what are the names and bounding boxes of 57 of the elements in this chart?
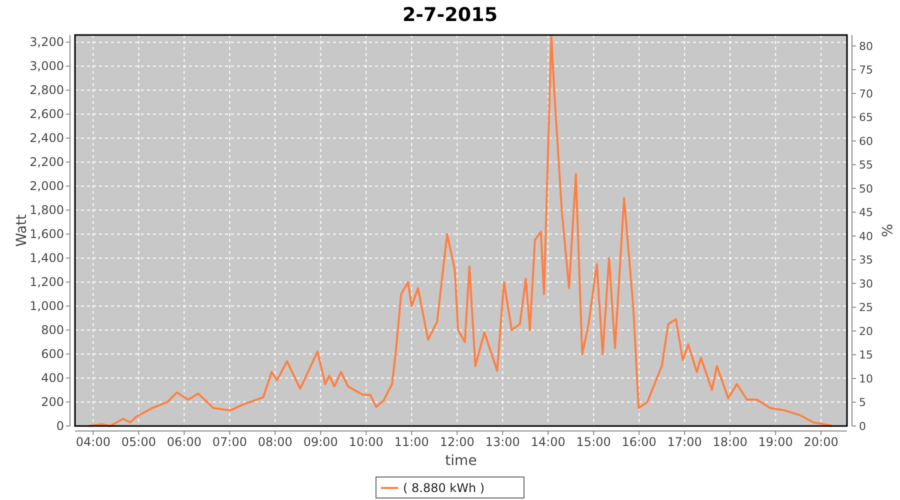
y2-tick-label: 15	[859, 348, 873, 362]
y-tick-label: 1,200	[30, 275, 64, 290]
x-tick-label: 07:00	[212, 435, 247, 449]
x-tick-label: 16:00	[622, 435, 656, 449]
y-tick-label: 600	[41, 347, 64, 362]
chart-title: 2-7-2015	[402, 4, 498, 26]
y2-tick-label: 40	[859, 230, 873, 243]
x-tick-label: 14:00	[530, 435, 566, 449]
line-series	[88, 35, 833, 427]
y2-tick-label: 35	[859, 254, 873, 267]
x-tick-label: 09:00	[303, 435, 338, 449]
x-tick-label: 12:00	[440, 435, 474, 449]
x-tick-label: 13:00	[485, 435, 520, 449]
y-tick-label: 2,400	[30, 131, 64, 146]
y2-tick-label: 10	[859, 372, 873, 386]
y2-tick-label: 30	[859, 277, 873, 290]
y-tick-label: 3,000	[30, 59, 64, 74]
x-tick-label: 20:00	[804, 435, 838, 449]
y-tick-label: 0	[56, 419, 64, 433]
y2-tick-label: 65	[859, 111, 873, 124]
y2-axis-title: %	[878, 224, 894, 238]
x-axis-title: time	[445, 453, 477, 469]
x-tick-label: 10:00	[348, 435, 384, 449]
y-tick-label: 200	[41, 395, 64, 410]
y2-tick-label: 20	[859, 324, 873, 338]
x-tick-label: 15:00	[576, 435, 611, 449]
y-tick-label: 1,000	[30, 299, 64, 314]
y2-tick-label: 45	[859, 206, 873, 220]
y-tick-label: 800	[41, 323, 64, 338]
x-tick-label: 17:00	[667, 435, 702, 449]
y-tick-label: 1,800	[30, 203, 64, 218]
y-tick-label: 2,800	[30, 83, 64, 98]
y-tick-label: 2,200	[30, 155, 64, 170]
y-tick-label: 3,200	[30, 35, 64, 50]
x-tick-label: 11:00	[394, 435, 429, 449]
y2-tick-label: 80	[859, 40, 873, 53]
y2-tick-label: 70	[859, 87, 873, 100]
y-axis-title: Watt	[14, 214, 30, 247]
y2-tick-label: 60	[859, 134, 873, 148]
legend-label: ( 8.880 kWh )	[403, 481, 485, 495]
y2-tick-label: 75	[859, 64, 873, 77]
x-tick-label: 18:00	[712, 435, 748, 449]
y2-tick-label: 5	[859, 396, 866, 410]
y-tick-label: 1,400	[30, 251, 64, 266]
y2-tick-label: 50	[859, 182, 873, 196]
y-tick-label: 2,000	[30, 179, 64, 194]
y2-tick-label: 25	[859, 301, 873, 314]
y-tick-label: 1,600	[30, 227, 64, 242]
y-tick-label: 400	[41, 371, 64, 386]
x-tick-label: 05:00	[121, 435, 156, 449]
y-tick-label: 2,600	[30, 107, 64, 122]
x-tick-label: 08:00	[258, 435, 292, 449]
y2-tick-label: 0	[859, 420, 866, 433]
x-tick-label: 04:00	[76, 435, 110, 449]
y2-tick-label: 55	[859, 158, 873, 172]
x-tick-label: 06:00	[166, 435, 202, 449]
x-tick-label: 19:00	[758, 435, 793, 449]
